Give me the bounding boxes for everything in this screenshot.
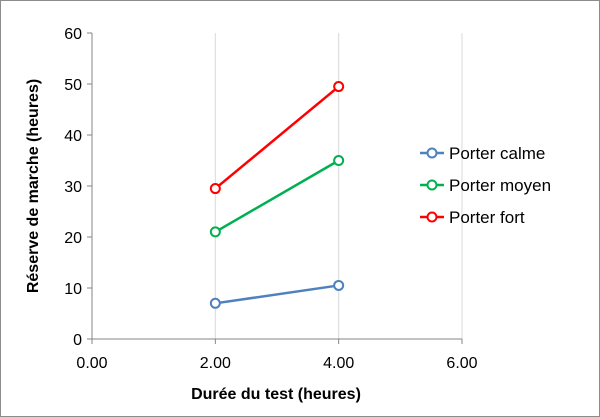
x-tick-label-1: 2.00 — [200, 355, 231, 372]
x-tick-label-3: 6.00 — [446, 355, 477, 372]
data-point-porter-moyen-0 — [209, 226, 221, 238]
legend-marker-porter-moyen — [426, 179, 438, 191]
legend-label-porter-fort: Porter fort — [449, 208, 525, 227]
y-tick-label-2: 20 — [64, 230, 82, 247]
y-tick-label-3: 30 — [64, 179, 82, 196]
legend: Porter calme Porter moyen Porter fort — [420, 144, 551, 227]
series-lines — [209, 81, 345, 309]
y-tick-label-6: 60 — [64, 26, 82, 43]
y-tick-labels: 0 10 20 30 40 50 60 — [64, 26, 82, 349]
x-tick-labels: 0.00 2.00 4.00 6.00 — [76, 355, 477, 372]
data-point-porter-fort-0 — [209, 183, 221, 195]
legend-marker-porter-fort — [426, 211, 438, 223]
legend-label-porter-calme: Porter calme — [449, 144, 545, 163]
y-tick-label-4: 40 — [64, 128, 82, 145]
series-line-porter-calme — [215, 284, 339, 305]
axes — [87, 32, 463, 344]
data-point-porter-calme-0 — [209, 297, 221, 309]
y-tick-label-0: 0 — [73, 332, 82, 349]
y-tick-label-5: 50 — [64, 77, 82, 94]
series-line-porter-fort — [214, 85, 340, 190]
x-axis-title: Durée du test (heures) — [191, 386, 361, 403]
y-axis-title: Réserve de marche (heures) — [25, 79, 42, 293]
y-tick-label-1: 10 — [64, 281, 82, 298]
data-point-porter-moyen-1 — [333, 155, 345, 166]
data-point-porter-fort-1 — [333, 81, 345, 93]
data-point-porter-calme-1 — [333, 279, 345, 291]
x-tick-label-2: 4.00 — [323, 355, 354, 372]
series-line-porter-moyen — [214, 159, 340, 233]
legend-marker-porter-calme — [426, 147, 438, 159]
legend-label-porter-moyen: Porter moyen — [449, 176, 551, 195]
x-tick-label-0: 0.00 — [76, 355, 107, 372]
